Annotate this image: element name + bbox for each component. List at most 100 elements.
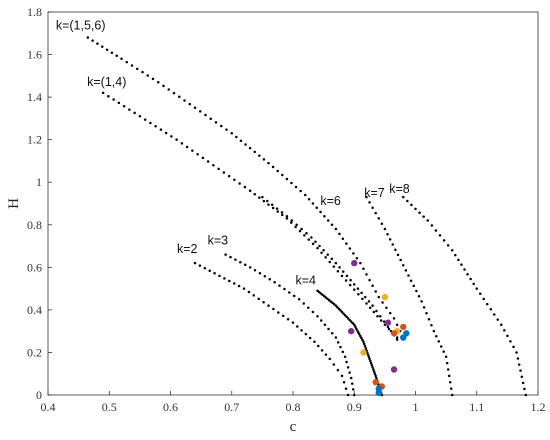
data-point [281,213,284,217]
data-point [394,248,397,251]
data-point [263,275,267,278]
data-point [360,336,363,340]
data-point [199,110,202,113]
data-point [262,199,266,203]
data-point [267,304,270,307]
data-point [271,206,275,210]
plot-frame [47,11,539,396]
data-point [235,135,238,139]
data-point [327,298,331,302]
data-point [357,293,360,296]
data-point [318,244,321,248]
data-point [346,366,350,369]
data-point [521,381,525,385]
data-point [500,323,503,327]
data-point [368,357,371,361]
data-point [175,138,178,141]
data-point [258,196,261,199]
x-tick-label: 1.1 [469,400,484,414]
data-point [388,311,392,315]
data-point [365,195,368,199]
data-point [357,331,360,334]
data-point [460,263,463,266]
data-point [237,284,241,288]
y-tick-label: 0.6 [27,260,42,274]
data-point [294,225,297,229]
data-point [253,192,256,196]
data-point [133,111,136,115]
data-point [122,104,126,108]
data-point [377,217,380,220]
data-point [523,387,526,391]
data-point [434,229,438,232]
data-point [141,70,144,74]
data-point [353,323,356,327]
y-tick-label: 1.2 [27,133,42,147]
data-point [345,315,348,319]
data-point [388,238,392,241]
data-point [442,350,445,353]
data-point [273,280,276,284]
data-point [324,256,327,259]
data-point [430,224,434,227]
data-point [349,278,352,282]
series-k-2 [193,261,350,397]
data-point [383,227,387,231]
data-point [438,234,442,237]
data-point [239,139,243,142]
data-point [285,177,289,181]
data-point [346,317,350,320]
data-point [230,132,233,135]
data-point [238,182,241,185]
data-point [310,236,313,239]
data-point [415,289,418,293]
data-point [313,340,316,344]
y-tick-label: 1.4 [27,90,42,104]
data-point [320,349,324,352]
data-point [446,244,450,247]
data-point [290,219,294,222]
data-point [336,269,340,273]
data-point [422,306,426,309]
data-point [300,227,303,231]
data-point [183,99,186,102]
data-point [439,345,443,348]
data-point [355,256,359,260]
data-point [151,77,155,81]
data-point [91,39,94,42]
data-point [367,355,371,358]
data-point [295,223,298,227]
data-point [395,323,399,327]
data-point [410,203,413,207]
series-k-6 [261,195,399,341]
data-point [381,301,384,304]
data-point [395,338,399,341]
x-tick-label: 0.4 [41,400,56,414]
data-point [407,274,410,277]
data-point [317,290,321,294]
data-point [101,45,104,48]
data-point [332,363,336,366]
data-point [138,115,142,118]
data-point [157,80,160,84]
data-point [469,277,472,281]
data-point [253,150,256,154]
data-point [368,278,371,282]
data-point [337,307,341,311]
data-point [303,234,306,237]
data-point [311,202,315,205]
data-point [437,340,441,343]
data-point [454,253,457,257]
data-point [342,312,345,315]
data-point [362,267,365,271]
data-point [154,125,157,128]
data-point [475,287,478,290]
data-point [319,210,322,214]
data-point [257,297,260,301]
data-point [206,160,210,163]
axes-frame [47,11,539,396]
data-point [482,297,485,301]
data-point [432,329,436,333]
data-point [252,294,256,297]
data-point [463,268,466,271]
